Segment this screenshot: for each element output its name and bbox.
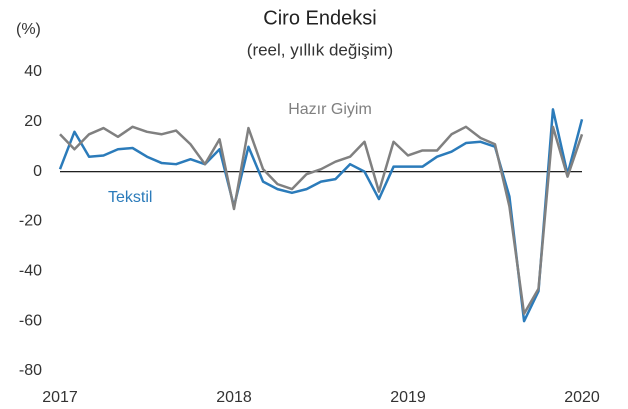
y-tick-label: 0 (33, 163, 42, 180)
x-tick-label: 2019 (390, 389, 426, 406)
chart-title: Ciro Endeksi (263, 7, 376, 29)
x-tick-label: 2018 (216, 389, 252, 406)
y-tick-label: -20 (19, 213, 42, 230)
series-label: Hazır Giyim (288, 101, 372, 118)
series-line (59, 125, 584, 315)
x-tick-label: 2020 (564, 389, 600, 406)
series-label: Tekstil (108, 189, 152, 206)
y-tick-label: -80 (19, 362, 42, 379)
chart-subtitle: (reel, yıllık değişim) (247, 40, 393, 59)
y-tick-label: 40 (24, 63, 42, 80)
x-tick-label: 2017 (42, 389, 78, 406)
y-tick-label: -60 (19, 312, 42, 329)
series-line (58, 108, 584, 323)
y-tick-label: 20 (24, 113, 42, 130)
y-axis-label: (%) (16, 21, 41, 38)
y-tick-label: -40 (19, 263, 42, 280)
